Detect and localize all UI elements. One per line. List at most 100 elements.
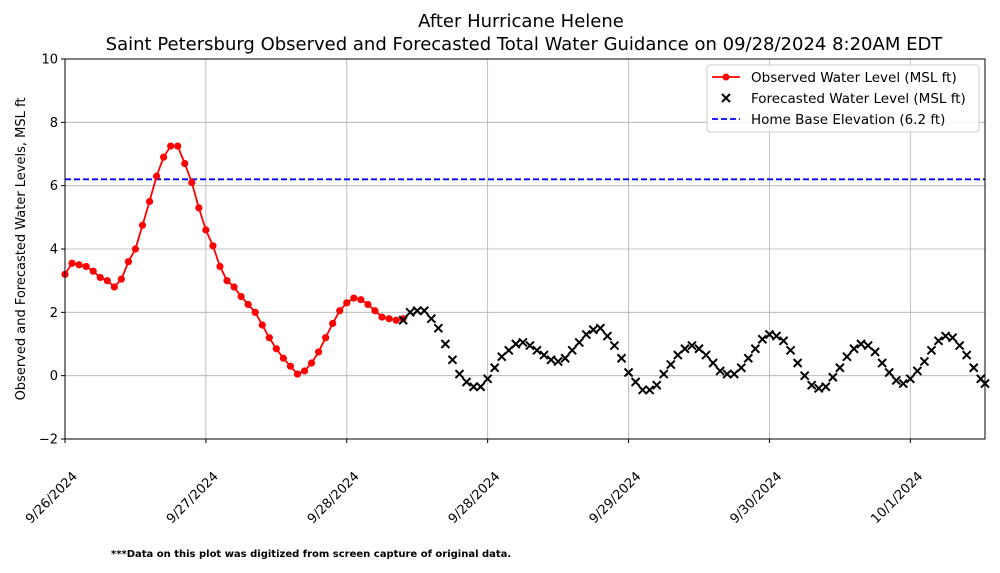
forecast-point-10 [468, 382, 479, 392]
observed-point-2 [75, 261, 83, 269]
forecast-point-55 [785, 345, 796, 356]
y-tick-label-0: −2 [39, 433, 58, 448]
observed-point-1 [68, 259, 76, 267]
forecast-point-61 [828, 372, 838, 382]
observed-point-36 [314, 348, 323, 356]
forecast-series [398, 306, 990, 395]
forecast-point-38 [666, 359, 676, 370]
y-tick-label-1: 0 [50, 369, 58, 384]
legend-home-base-label: Home Base Elevation (6.2 ft) [751, 112, 945, 128]
observed-point-29 [265, 334, 273, 342]
forecast-point-49 [743, 353, 754, 363]
forecast-point-76 [933, 336, 944, 346]
observed-point-4 [89, 267, 97, 275]
forecast-point-7 [447, 355, 458, 365]
observed-point-24 [230, 283, 238, 291]
y-tick-label-4: 6 [50, 179, 58, 194]
forecast-point-70 [891, 375, 901, 386]
observed-point-17 [181, 159, 189, 168]
forecast-point-42 [694, 344, 704, 354]
forecast-point-0 [398, 315, 408, 325]
observed-point-21 [209, 242, 217, 250]
observed-point-13 [152, 172, 161, 180]
observed-point-25 [237, 292, 245, 301]
forecast-point-72 [905, 374, 916, 384]
chart-subtitle: Saint Petersburg Observed and Forecasted… [106, 34, 944, 55]
observed-point-6 [103, 277, 111, 285]
x-tick-label-3: 9/28/2024 [446, 469, 504, 527]
y-axis-ticks: −2 0 2 4 6 8 10 [39, 53, 65, 448]
observed-point-39 [336, 307, 344, 315]
forecast-point-47 [729, 369, 739, 379]
forecast-point-13 [490, 363, 500, 373]
forecast-point-36 [652, 380, 662, 390]
forecast-point-30 [609, 340, 620, 351]
forecast-point-35 [644, 385, 655, 395]
forecast-point-17 [518, 337, 528, 348]
observed-point-31 [279, 354, 287, 362]
y-tick-label-6: 10 [41, 53, 58, 68]
forecast-point-59 [814, 383, 824, 394]
x-tick-label-4: 9/29/2024 [587, 469, 645, 527]
legend-observed-marker [722, 73, 730, 81]
observed-point-41 [350, 294, 358, 302]
observed-point-3 [82, 262, 90, 271]
forecast-point-44 [708, 358, 718, 368]
forecast-point-62 [835, 363, 845, 373]
forecast-point-46 [722, 369, 732, 379]
legend-forecast-marker [721, 93, 731, 103]
forecast-point-56 [792, 358, 803, 368]
observed-point-19 [195, 204, 203, 212]
observed-point-27 [251, 308, 259, 316]
y-tick-label-3: 4 [50, 243, 58, 258]
forecast-point-77 [940, 331, 951, 341]
forecast-point-54 [778, 336, 789, 346]
observed-point-40 [343, 299, 351, 307]
legend-observed-label: Observed Water Level (MSL ft) [751, 70, 957, 86]
forecast-point-60 [821, 382, 831, 392]
forecast-point-43 [701, 350, 711, 360]
forecast-point-53 [771, 331, 782, 341]
forecast-point-5 [433, 323, 444, 333]
forecast-point-11 [475, 382, 486, 392]
observed-point-47 [392, 316, 400, 324]
x-tick-label-5: 9/30/2024 [728, 469, 786, 527]
observed-point-15 [167, 142, 175, 150]
forecast-point-73 [912, 366, 923, 376]
forecast-point-50 [750, 344, 761, 354]
forecast-point-52 [764, 329, 775, 340]
observed-point-16 [174, 142, 182, 150]
forecast-point-25 [574, 337, 584, 348]
forecast-point-68 [877, 358, 887, 368]
y-tick-label-5: 8 [50, 116, 58, 131]
observed-point-20 [202, 226, 210, 234]
forecast-point-33 [630, 377, 641, 387]
observed-point-42 [357, 296, 365, 304]
forecast-point-34 [637, 385, 648, 395]
y-tick-label-2: 2 [50, 306, 58, 321]
forecast-point-79 [954, 340, 965, 351]
forecast-point-21 [546, 355, 556, 365]
forecast-point-31 [616, 353, 627, 363]
chart-title: After Hurricane Helene [418, 11, 624, 32]
forecast-point-80 [961, 350, 972, 360]
observed-point-46 [385, 315, 393, 323]
forecast-point-12 [482, 374, 493, 384]
forecast-point-78 [947, 332, 958, 343]
observed-series [61, 142, 407, 378]
observed-point-35 [307, 359, 316, 367]
forecast-point-4 [426, 313, 437, 324]
forecast-point-65 [856, 339, 866, 349]
forecast-point-67 [870, 347, 880, 357]
forecast-point-37 [659, 369, 669, 379]
observed-point-9 [124, 258, 132, 266]
forecast-point-32 [623, 367, 634, 378]
observed-point-8 [117, 275, 125, 283]
observed-point-34 [300, 367, 309, 375]
observed-point-7 [110, 283, 118, 291]
forecast-point-15 [504, 345, 514, 356]
forecast-point-57 [799, 370, 810, 381]
observed-point-28 [258, 321, 266, 329]
observed-point-48 [399, 315, 407, 323]
